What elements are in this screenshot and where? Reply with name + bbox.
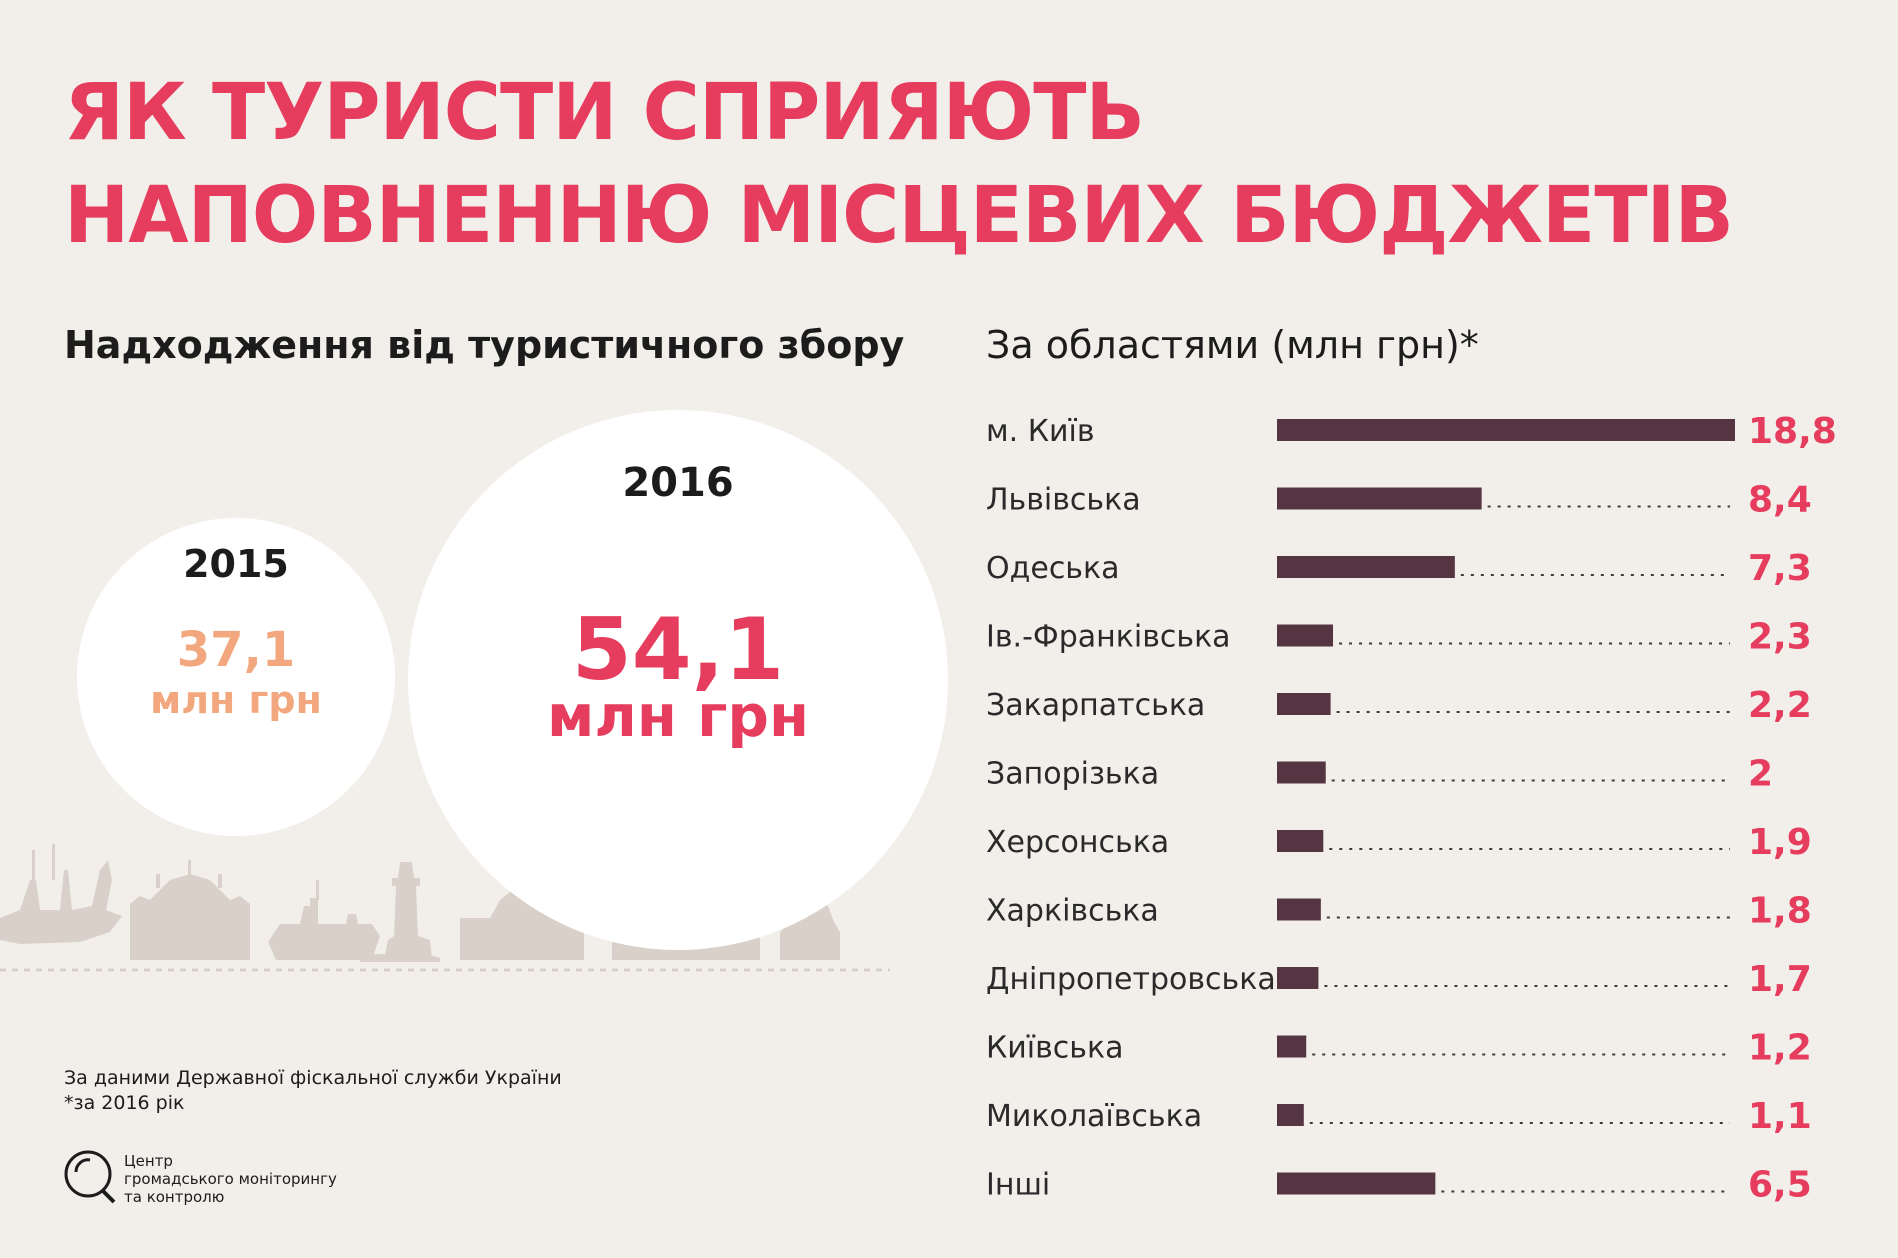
bar-value-label: 18,8 (1748, 411, 1837, 452)
title-line-1: ЯК ТУРИСТИ СПРИЯЮТЬ (64, 68, 1145, 158)
bar (1277, 1035, 1307, 1058)
bar (1277, 693, 1331, 715)
bar-value-label: 7,3 (1748, 548, 1812, 589)
org-name-line-1: Центр (124, 1152, 173, 1170)
bar (1277, 1172, 1436, 1195)
org-name-line-2: громадського моніторингу (124, 1170, 337, 1188)
org-name-line-3: та контролю (124, 1188, 225, 1206)
bar-value-label: 1,7 (1748, 959, 1812, 1000)
bar-value-label: 2 (1748, 754, 1773, 795)
bar (1277, 487, 1482, 510)
bar-category-label: Закарпатська (986, 688, 1205, 723)
bar-category-label: Миколаївська (986, 1099, 1202, 1134)
bar-value-label: 1,9 (1748, 822, 1812, 863)
bar-category-label: Інші (986, 1168, 1050, 1203)
bar-category-label: м. Київ (986, 414, 1095, 449)
bubble-2016-value: 54,1 (571, 600, 785, 700)
bar-category-label: Київська (986, 1031, 1124, 1066)
bubble-2016-unit: млн грн (546, 682, 810, 750)
bar (1277, 624, 1334, 647)
bar-category-label: Одеська (986, 551, 1120, 586)
bar-value-label: 1,2 (1748, 1028, 1812, 1069)
bar-category-label: Запорізька (986, 757, 1159, 792)
bar (1277, 830, 1324, 852)
bar (1277, 761, 1326, 784)
bar (1277, 1104, 1304, 1126)
bubble-2016-year: 2016 (622, 460, 734, 506)
bubble-2015-value: 37,1 (176, 622, 296, 678)
source-text: За даними Державної фіскальної служби Ук… (64, 1067, 562, 1089)
org-logo-icon (64, 1150, 116, 1204)
bar-value-label: 8,4 (1748, 480, 1812, 521)
bubble-2015-unit: млн грн (150, 678, 322, 722)
bubble-2016: 2016 54,1 млн грн (408, 410, 948, 950)
bar (1277, 419, 1735, 441)
bar-value-label: 2,3 (1748, 617, 1812, 658)
bar-category-label: Харківська (986, 894, 1159, 929)
chart-title: За областями (млн грн)* (986, 323, 1479, 367)
bar (1277, 967, 1319, 989)
bubble-2015: 2015 37,1 млн грн (77, 518, 395, 836)
bar-category-label: Львівська (986, 483, 1141, 518)
footnote-text: *за 2016 рік (64, 1092, 185, 1114)
bar-value-label: 1,1 (1748, 1096, 1812, 1137)
bar-category-label: Ів.-Франківська (986, 620, 1231, 655)
bar-value-label: 1,8 (1748, 891, 1812, 932)
bar-category-label: Херсонська (986, 825, 1169, 860)
title-line-2: НАПОВНЕННЮ МІСЦЕВИХ БЮДЖЕТІВ (64, 171, 1734, 261)
org-name: Центр громадського моніторингу та контро… (124, 1152, 337, 1206)
infographic-title: ЯК ТУРИСТИ СПРИЯЮТЬ НАПОВНЕННЮ МІСЦЕВИХ … (64, 62, 1734, 268)
bar-category-label: Дніпропетровська (986, 962, 1276, 997)
source-note: За даними Державної фіскальної служби Ук… (64, 1066, 562, 1116)
bubble-2015-year: 2015 (183, 542, 289, 586)
bar (1277, 556, 1455, 578)
left-heading: Надходження від туристичного збору (64, 323, 905, 367)
bar-value-label: 2,2 (1748, 685, 1812, 726)
bar-value-label: 6,5 (1748, 1165, 1812, 1206)
bar (1277, 898, 1321, 921)
